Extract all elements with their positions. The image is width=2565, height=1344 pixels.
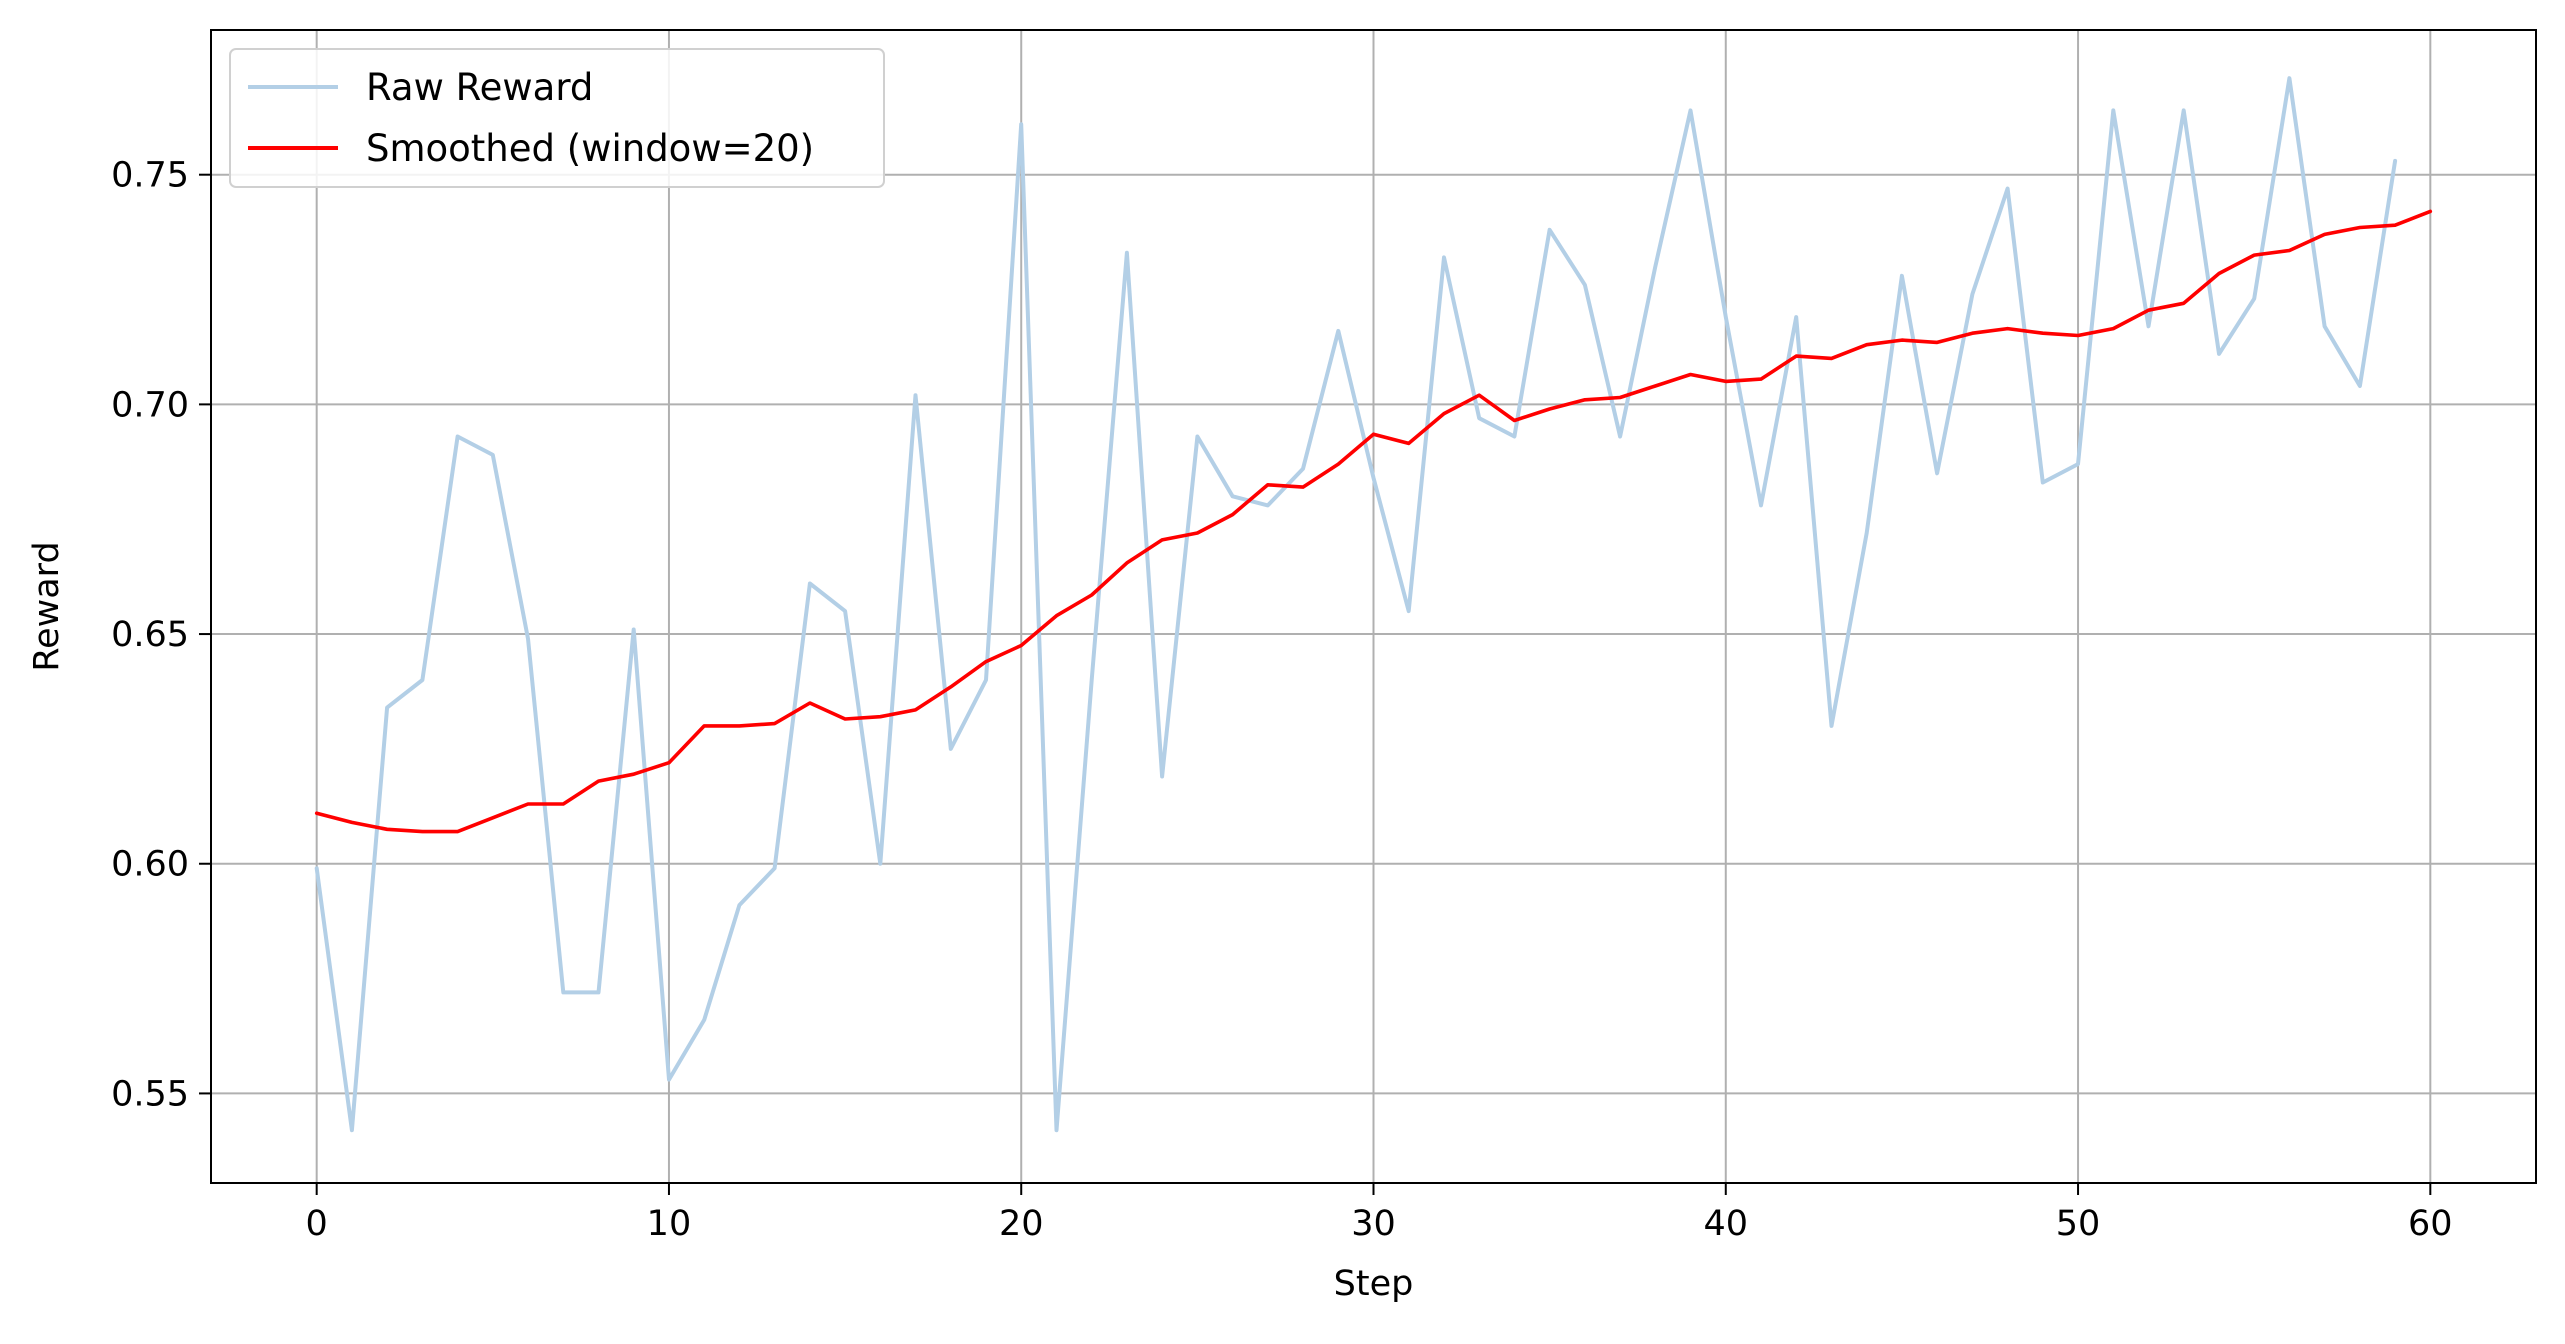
x-tick-label: 20 [999, 1204, 1044, 1244]
y-tick-label: 0.65 [111, 615, 189, 655]
x-tick-label: 60 [2408, 1204, 2453, 1244]
x-axis: 0 10 20 30 40 50 60 [306, 1183, 2453, 1244]
legend-box [229, 48, 885, 188]
legend-label-smoothed: Smoothed (window=20) [366, 127, 814, 170]
series-layer [314, 76, 2433, 1133]
x-tick-label: 0 [306, 1204, 328, 1244]
raw-reward-line [314, 76, 2398, 1133]
y-tick-label: 0.60 [111, 845, 189, 885]
x-tick-label: 50 [2056, 1204, 2101, 1244]
smoothed-line [314, 209, 2433, 834]
x-tick-label: 10 [647, 1204, 692, 1244]
y-tick-label: 0.75 [111, 156, 189, 196]
x-tick-label: 30 [1351, 1204, 1396, 1244]
legend-label-raw-reward: Raw Reward [366, 66, 593, 109]
y-tick-label: 0.55 [111, 1074, 189, 1114]
legend: Raw Reward Smoothed (window=20) [229, 48, 885, 188]
y-tick-label: 0.70 [111, 385, 189, 425]
x-axis-label: Step [1334, 1264, 1414, 1304]
y-axis: 0.55 0.60 0.65 0.70 0.75 [111, 156, 211, 1114]
x-tick-label: 40 [1703, 1204, 1748, 1244]
y-axis-label: Reward [27, 541, 67, 671]
